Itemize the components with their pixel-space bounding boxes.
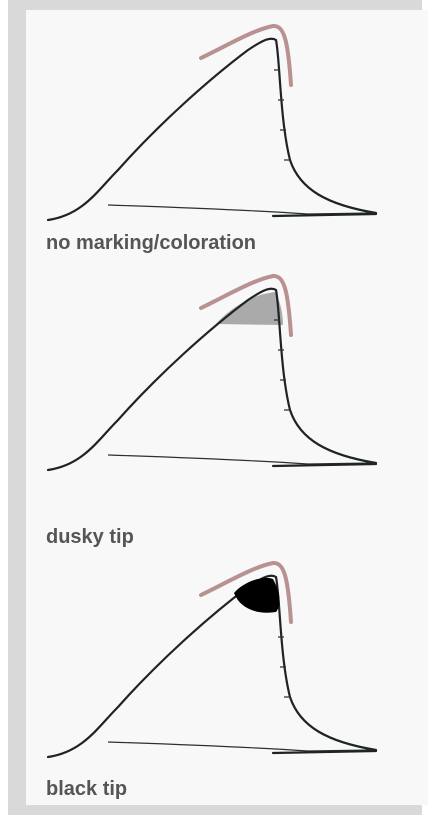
label: no marking/coloration <box>46 232 257 254</box>
fin-dusky <box>46 274 378 472</box>
illustrations <box>46 24 378 759</box>
frame: no marking/coloration dusky tip black ti… <box>8 0 428 815</box>
fin-plain <box>46 24 378 222</box>
label: dusky tip <box>46 526 134 548</box>
fin-black <box>46 561 378 759</box>
panel: no marking/coloration dusky tip black ti… <box>26 10 428 805</box>
label: black tip <box>46 778 128 800</box>
